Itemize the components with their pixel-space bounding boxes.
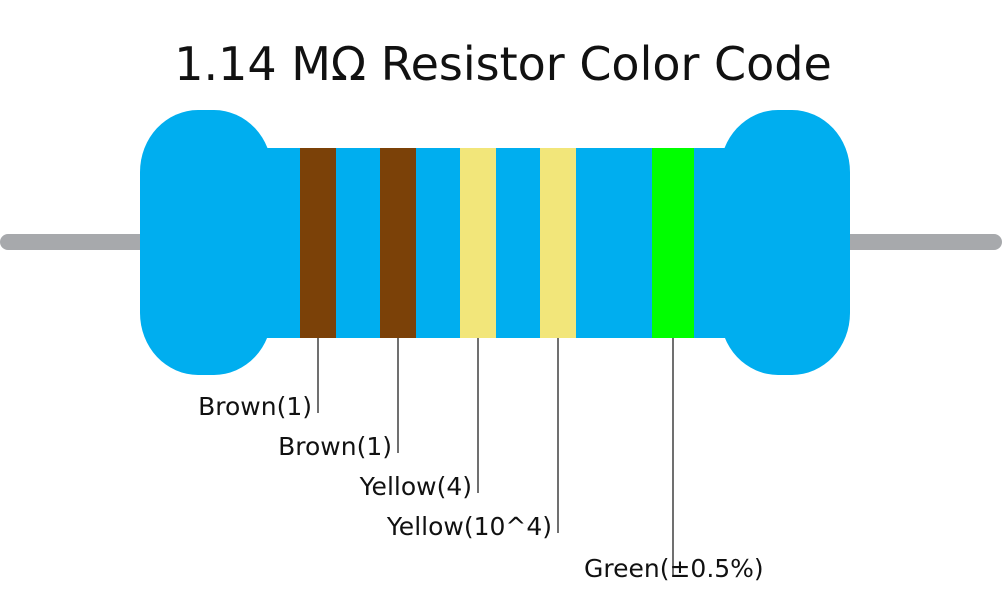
band-1-label: Brown(1) <box>198 392 312 421</box>
color-bands <box>300 148 694 338</box>
band-5-label: Green(±0.5%) <box>584 554 764 583</box>
diagram-title: 1.14 MΩ Resistor Color Code <box>174 37 832 91</box>
band-3-label: Yellow(4) <box>359 472 472 501</box>
band-labels: Brown(1) Brown(1) Yellow(4) Yellow(10^4) Gre… <box>198 338 764 583</box>
color-band-4 <box>540 148 576 338</box>
color-band-2 <box>380 148 416 338</box>
color-band-5 <box>652 148 694 338</box>
color-band-1 <box>300 148 336 338</box>
band-4-label: Yellow(10^4) <box>386 512 552 541</box>
band-2-label: Brown(1) <box>278 432 392 461</box>
color-band-3 <box>460 148 496 338</box>
